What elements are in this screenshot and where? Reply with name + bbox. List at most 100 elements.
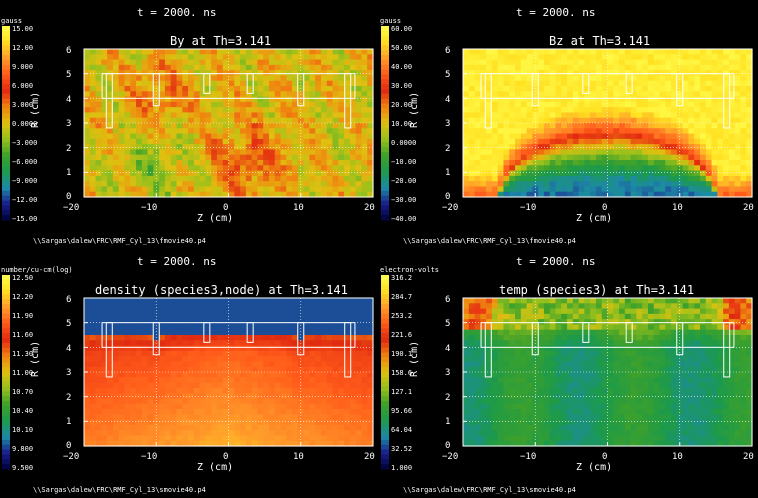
heatmap-cell [647,49,655,55]
heatmap-cell [274,377,282,384]
heatmap-cell [170,303,178,310]
heatmap-cell [89,154,97,161]
heatmap-cell [619,75,626,82]
heatmap-cell [274,75,282,82]
heatmap-cell [572,59,580,66]
heatmap-cell [245,414,253,421]
heatmap-cell [344,329,351,336]
heatmap-cell [280,430,287,437]
heatmap-cell [199,382,206,389]
heatmap-cell [636,340,643,347]
heatmap-cell [671,191,678,198]
heatmap-cell [268,123,276,129]
heatmap-cell [112,154,120,161]
heatmap-cell [228,335,235,341]
heatmap-cell [280,345,287,352]
x-tick-label: 10 [293,452,304,462]
heatmap-cell [153,398,160,405]
heatmap-cell [509,49,516,55]
heatmap-cell [746,80,753,87]
heatmap-cell [205,149,212,156]
heatmap-cell [723,123,730,129]
heatmap-cell [688,117,695,124]
heatmap-cell [532,298,539,304]
heatmap-cell [532,59,539,66]
heatmap-cell [234,86,241,92]
heatmap-cell [297,377,305,384]
heatmap-cell [728,160,736,166]
heatmap-cell [136,123,143,129]
heatmap-cell [222,356,230,363]
heatmap-cell [251,435,258,442]
heatmap-cell [84,440,91,447]
heatmap-cell [176,329,183,336]
heatmap-cell [188,329,195,336]
heatmap-cell [694,303,701,310]
heatmap-cell [515,181,522,188]
heatmap-cell [130,54,137,61]
heatmap-cell [245,144,253,151]
heatmap-cell [555,319,562,326]
heatmap-cell [182,424,189,431]
heatmap-cell [153,377,160,384]
heatmap-cell [159,340,166,347]
heatmap-cell [222,366,230,373]
heatmap-cell [480,340,487,347]
heatmap-cell [245,319,253,326]
heatmap-cell [188,138,195,145]
heatmap-cell [297,387,305,394]
heatmap-cell [699,186,707,193]
heatmap-cell [549,70,557,77]
heatmap-cell [309,398,316,405]
heatmap-cell [136,419,143,426]
heatmap-cell [153,186,160,193]
heatmap-cell [671,324,678,331]
heatmap-cell [205,435,212,442]
heatmap-cell [303,186,311,193]
colorbar-segment [2,108,10,114]
heatmap-cell [647,160,655,166]
heatmap-cell [101,107,108,114]
heatmap-cell [590,324,597,331]
heatmap-cell [240,340,247,347]
heatmap-cell [211,133,218,140]
heatmap-cell [532,324,539,331]
heatmap-cell [468,335,476,341]
heatmap-cell [543,144,551,151]
colorbar-segment [2,304,10,310]
heatmap-cell [590,80,597,87]
heatmap-cell [222,101,230,108]
heatmap-cell [263,387,270,394]
heatmap-cell [567,144,574,151]
heatmap-cell [584,160,591,166]
heatmap-cell [595,117,603,124]
heatmap-cell [619,70,626,77]
heatmap-cell [320,70,328,77]
heatmap-cell [84,403,91,410]
heatmap-cell [332,350,339,357]
heatmap-cell [619,335,626,341]
heatmap-cell [153,165,160,172]
heatmap-cell [361,398,368,405]
heatmap-cell [503,64,510,71]
heatmap-cell [642,149,649,156]
heatmap-cell [688,170,695,177]
heatmap-cell [280,123,287,129]
heatmap-cell [699,181,707,188]
heatmap-cell [153,298,160,304]
heatmap-cell [590,75,597,82]
heatmap-cell [520,324,528,331]
heatmap-cell [723,329,730,336]
heatmap-cell [292,387,299,394]
heatmap-cell [515,54,522,61]
heatmap-cell [734,86,742,92]
heatmap-cell [228,96,235,103]
heatmap-cell [164,335,172,341]
heatmap-cell [642,107,649,114]
heatmap-cell [584,170,591,177]
heatmap-cell [746,86,753,92]
heatmap-cell [653,170,661,177]
heatmap-cell [211,393,218,400]
heatmap-cell [84,175,91,182]
heatmap-cell [153,303,160,310]
